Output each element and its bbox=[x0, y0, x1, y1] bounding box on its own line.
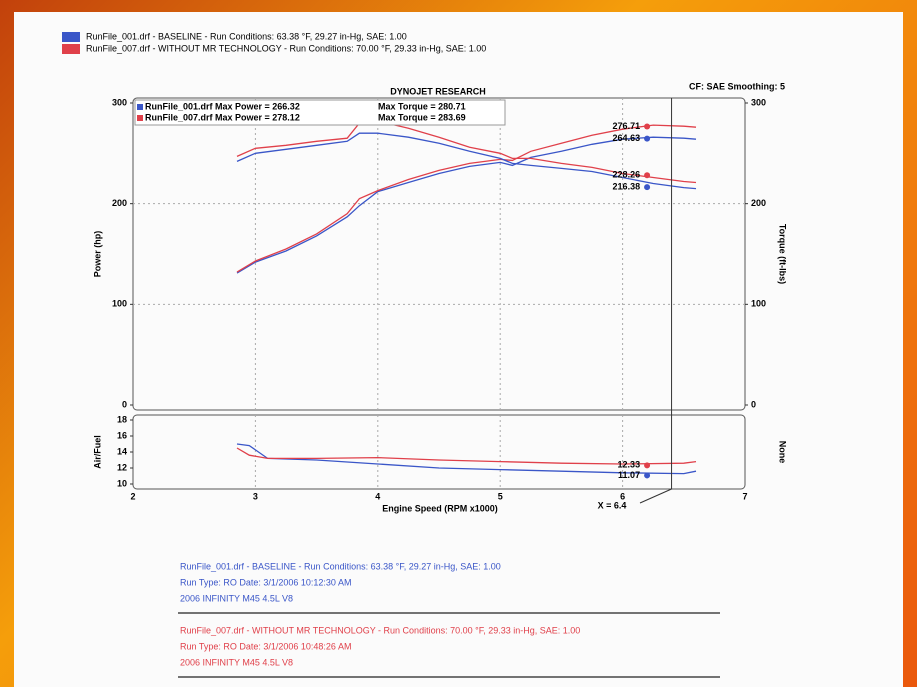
page: RunFile_001.drf - BASELINE - Run Conditi… bbox=[0, 0, 917, 687]
readout-dot bbox=[644, 136, 650, 142]
readout-dot bbox=[644, 462, 650, 468]
readout-dot bbox=[644, 123, 650, 129]
legend-swatch bbox=[62, 32, 80, 42]
footer-text: Run Type: RO Date: 3/1/2006 10:12:30 AM bbox=[180, 577, 351, 587]
y2-axis-label: None bbox=[778, 441, 788, 464]
footer-text: RunFile_007.drf - WITHOUT MR TECHNOLOGY … bbox=[180, 625, 580, 635]
readout-label: 264.63 bbox=[613, 133, 641, 143]
y-tick-label: 300 bbox=[112, 97, 127, 107]
readout-label: 11.07 bbox=[618, 470, 640, 480]
legend-swatch bbox=[137, 104, 143, 110]
legend-text: RunFile_001.drf - BASELINE - Run Conditi… bbox=[86, 31, 407, 41]
legend-swatch bbox=[137, 115, 143, 121]
legend-entry: Max Torque = 283.69 bbox=[378, 112, 466, 122]
y-tick-label: 16 bbox=[117, 430, 127, 440]
readout-label: 216.38 bbox=[613, 182, 641, 192]
y2-tick-label: 100 bbox=[751, 299, 766, 309]
readout-dot bbox=[644, 472, 650, 478]
footer-text: RunFile_001.drf - BASELINE - Run Conditi… bbox=[180, 561, 501, 571]
y2-tick-label: 200 bbox=[751, 198, 766, 208]
x-tick-label: 4 bbox=[375, 491, 380, 501]
y-axis-label: Air/Fuel bbox=[92, 435, 102, 469]
x-axis-label: Engine Speed (RPM x1000) bbox=[382, 503, 498, 513]
legend-swatch bbox=[62, 44, 80, 54]
cursor-label: X = 6.4 bbox=[598, 500, 627, 510]
y2-tick-label: 300 bbox=[751, 97, 766, 107]
readout-label: 276.71 bbox=[613, 121, 641, 131]
legend-entry: Max Torque = 280.71 bbox=[378, 101, 466, 111]
chart-title: DYNOJET RESEARCH bbox=[390, 86, 486, 96]
x-tick-label: 5 bbox=[498, 491, 503, 501]
readout-dot bbox=[644, 184, 650, 190]
legend-text: RunFile_007.drf - WITHOUT MR TECHNOLOGY … bbox=[86, 43, 486, 53]
x-tick-label: 7 bbox=[742, 491, 747, 501]
x-tick-label: 2 bbox=[130, 491, 135, 501]
x-tick-label: 3 bbox=[253, 491, 258, 501]
y2-axis-label: Torque (ft-lbs) bbox=[778, 224, 788, 284]
footer-text: Run Type: RO Date: 3/1/2006 10:48:26 AM bbox=[180, 641, 351, 651]
y-tick-label: 0 bbox=[122, 399, 127, 409]
readout-label: 12.33 bbox=[618, 460, 641, 470]
y-tick-label: 14 bbox=[117, 446, 127, 456]
chart-subtitle: CF: SAE Smoothing: 5 bbox=[689, 81, 785, 91]
y2-tick-label: 0 bbox=[751, 399, 756, 409]
y-tick-label: 10 bbox=[117, 478, 127, 488]
footer-text: 2006 INFINITY M45 4.5L V8 bbox=[180, 657, 293, 667]
y-axis-label: Power (hp) bbox=[92, 231, 102, 278]
legend-entry: RunFile_001.drf Max Power = 266.32 bbox=[145, 101, 300, 111]
y-tick-label: 18 bbox=[117, 414, 127, 424]
readout-label: 228.26 bbox=[613, 170, 641, 180]
y-tick-label: 100 bbox=[112, 299, 127, 309]
footer-text: 2006 INFINITY M45 4.5L V8 bbox=[180, 593, 293, 603]
y-tick-label: 200 bbox=[112, 198, 127, 208]
legend-entry: RunFile_007.drf Max Power = 278.12 bbox=[145, 112, 300, 122]
readout-dot bbox=[644, 172, 650, 178]
y-tick-label: 12 bbox=[117, 462, 127, 472]
